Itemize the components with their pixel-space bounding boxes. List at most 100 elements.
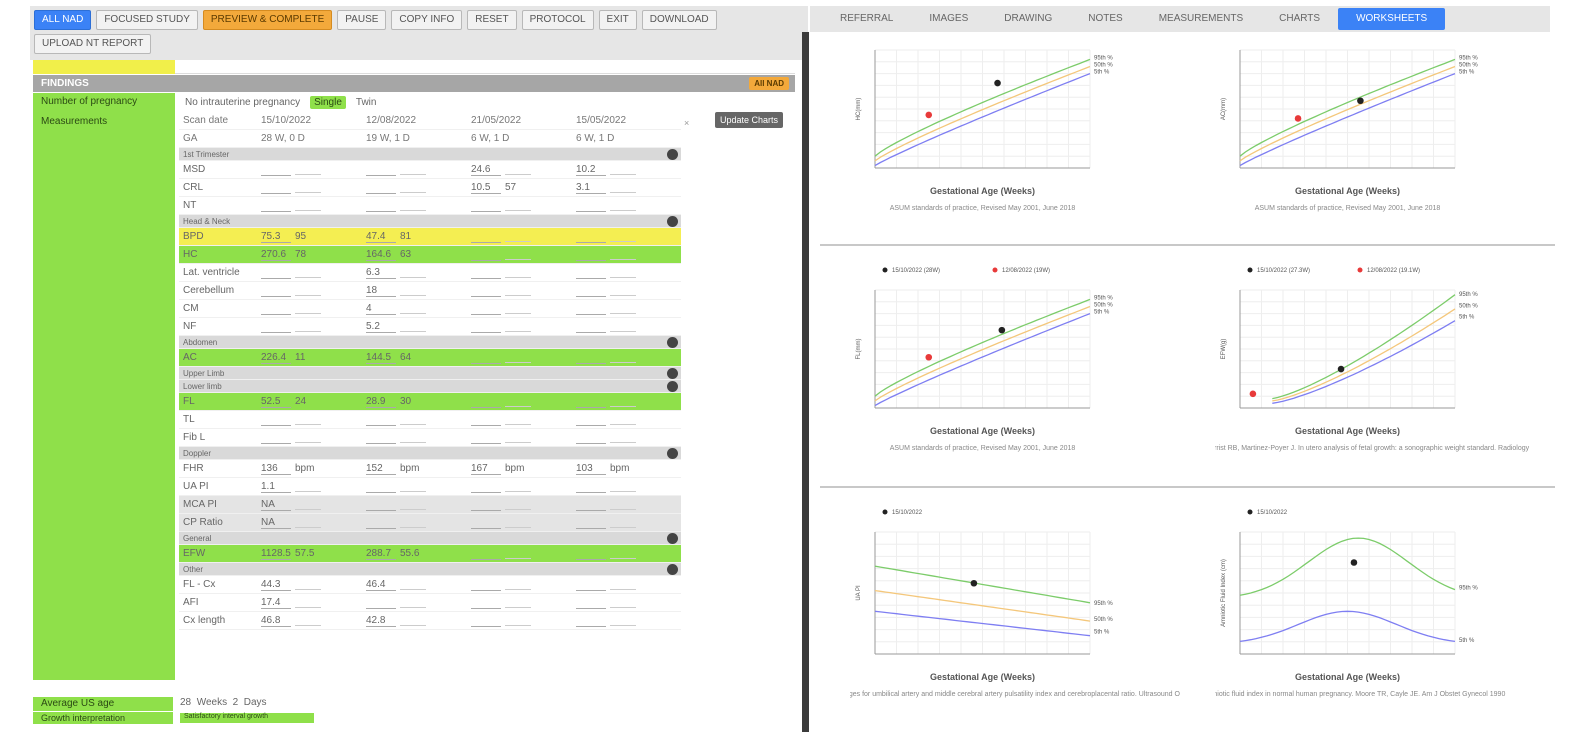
- all-nad-button[interactable]: ALL NAD: [34, 10, 92, 30]
- measurement-input[interactable]: [471, 615, 501, 627]
- measurement-input[interactable]: [471, 267, 501, 279]
- focused-study-button[interactable]: FOCUSED STUDY: [96, 10, 198, 30]
- measurement-input[interactable]: 46.4: [366, 579, 396, 591]
- measurement-input[interactable]: 46.8: [261, 615, 291, 627]
- measurement-input[interactable]: 24.6: [471, 164, 501, 176]
- measurement-input[interactable]: 226.4: [261, 352, 291, 364]
- measurement-input[interactable]: [471, 517, 501, 529]
- top-input-strip[interactable]: [175, 60, 795, 74]
- measurement-input[interactable]: [576, 285, 606, 297]
- measurement-input[interactable]: [471, 481, 501, 493]
- measurement-input[interactable]: [261, 164, 291, 176]
- option-twin[interactable]: Twin: [355, 96, 377, 108]
- measurement-input[interactable]: 167: [471, 463, 501, 475]
- measurement-input[interactable]: [261, 182, 291, 194]
- measurement-input[interactable]: [576, 597, 606, 609]
- measurement-input[interactable]: 164.6: [366, 249, 396, 261]
- measurement-input[interactable]: 4: [366, 303, 396, 315]
- measurement-input[interactable]: 28.9: [366, 396, 396, 408]
- measurement-input[interactable]: [366, 432, 396, 444]
- measurement-input[interactable]: [366, 414, 396, 426]
- toggle-icon[interactable]: [667, 381, 678, 392]
- measurement-input[interactable]: [366, 517, 396, 529]
- measurement-input[interactable]: [261, 321, 291, 333]
- measurement-input[interactable]: 1.1: [261, 481, 291, 493]
- option-no-intrauterine[interactable]: No intrauterine pregnancy: [185, 96, 301, 108]
- measurement-input[interactable]: [471, 579, 501, 591]
- measurement-input[interactable]: 75.3: [261, 231, 291, 243]
- measurement-input[interactable]: [471, 396, 501, 408]
- close-icon[interactable]: ×: [684, 118, 690, 128]
- measurement-input[interactable]: 3.1: [576, 182, 606, 194]
- measurement-input[interactable]: [366, 499, 396, 511]
- measurement-input[interactable]: [576, 352, 606, 364]
- toggle-icon[interactable]: [667, 533, 678, 544]
- exit-button[interactable]: EXIT: [598, 10, 637, 30]
- measurement-input[interactable]: [471, 352, 501, 364]
- preview-complete-button[interactable]: PREVIEW & COMPLETE: [202, 10, 333, 30]
- toggle-icon[interactable]: [667, 368, 678, 379]
- measurement-input[interactable]: [576, 267, 606, 279]
- measurement-input[interactable]: 6.3: [366, 267, 396, 279]
- measurement-input[interactable]: [471, 321, 501, 333]
- upload-nt-report-button[interactable]: UPLOAD NT REPORT: [34, 34, 152, 54]
- measurement-input[interactable]: [576, 321, 606, 333]
- toggle-icon[interactable]: [667, 149, 678, 160]
- pause-button[interactable]: PAUSE: [337, 10, 387, 30]
- tab-measurements[interactable]: MEASUREMENTS: [1158, 13, 1244, 24]
- measurement-input[interactable]: [366, 182, 396, 194]
- measurement-input[interactable]: 152: [366, 463, 396, 475]
- measurement-input[interactable]: [576, 615, 606, 627]
- measurement-input[interactable]: 103: [576, 463, 606, 475]
- measurement-input[interactable]: [366, 481, 396, 493]
- toggle-icon[interactable]: [667, 216, 678, 227]
- option-single[interactable]: Single: [310, 95, 346, 109]
- avg-days-value[interactable]: 2: [232, 697, 239, 708]
- measurement-input[interactable]: [366, 597, 396, 609]
- measurement-input[interactable]: [576, 249, 606, 261]
- protocol-button[interactable]: PROTOCOL: [521, 10, 594, 30]
- growth-note[interactable]: Satisfactory interval growth: [180, 713, 314, 723]
- measurement-input[interactable]: 1128.5: [261, 547, 291, 560]
- pane-divider[interactable]: [802, 32, 809, 732]
- measurement-input[interactable]: [471, 303, 501, 315]
- measurement-input[interactable]: [366, 164, 396, 176]
- measurement-input[interactable]: [576, 303, 606, 315]
- copy-info-button[interactable]: COPY INFO: [391, 10, 463, 30]
- tab-referral[interactable]: REFERRAL: [840, 13, 894, 24]
- measurement-input[interactable]: [261, 414, 291, 426]
- measurement-input[interactable]: NA: [261, 517, 291, 529]
- measurement-input[interactable]: [471, 200, 501, 212]
- toggle-icon[interactable]: [667, 564, 678, 575]
- download-button[interactable]: DOWNLOAD: [641, 10, 717, 30]
- measurement-input[interactable]: [471, 414, 501, 426]
- avg-weeks-value[interactable]: 28: [180, 697, 192, 708]
- measurement-input[interactable]: 270.6: [261, 249, 291, 261]
- measurement-input[interactable]: [576, 396, 606, 408]
- tab-worksheets[interactable]: WORKSHEETS: [1338, 8, 1446, 30]
- reset-button[interactable]: RESET: [467, 10, 517, 30]
- measurement-input[interactable]: 10.5: [471, 182, 501, 194]
- measurement-input[interactable]: [576, 579, 606, 591]
- measurement-input[interactable]: 136: [261, 463, 291, 475]
- findings-all-nad-button[interactable]: All NAD: [749, 77, 789, 90]
- measurement-input[interactable]: [471, 432, 501, 444]
- measurement-input[interactable]: 52.5: [261, 396, 291, 408]
- measurement-input[interactable]: 5.2: [366, 321, 396, 333]
- measurement-input[interactable]: [471, 499, 501, 511]
- measurement-input[interactable]: [471, 249, 501, 261]
- measurement-input[interactable]: [471, 231, 501, 243]
- measurement-input[interactable]: 47.4: [366, 231, 396, 243]
- measurement-input[interactable]: 44.3: [261, 579, 291, 591]
- measurement-input[interactable]: [261, 432, 291, 444]
- measurement-input[interactable]: 42.8: [366, 615, 396, 627]
- measurement-input[interactable]: 288.7: [366, 548, 396, 560]
- measurement-input[interactable]: [576, 200, 606, 212]
- toggle-icon[interactable]: [667, 337, 678, 348]
- measurement-input[interactable]: 144.5: [366, 352, 396, 364]
- measurement-input[interactable]: [366, 200, 396, 212]
- measurement-input[interactable]: [471, 285, 501, 297]
- measurement-input[interactable]: [576, 481, 606, 493]
- tab-charts[interactable]: CHARTS: [1279, 13, 1321, 24]
- measurement-input[interactable]: [576, 517, 606, 529]
